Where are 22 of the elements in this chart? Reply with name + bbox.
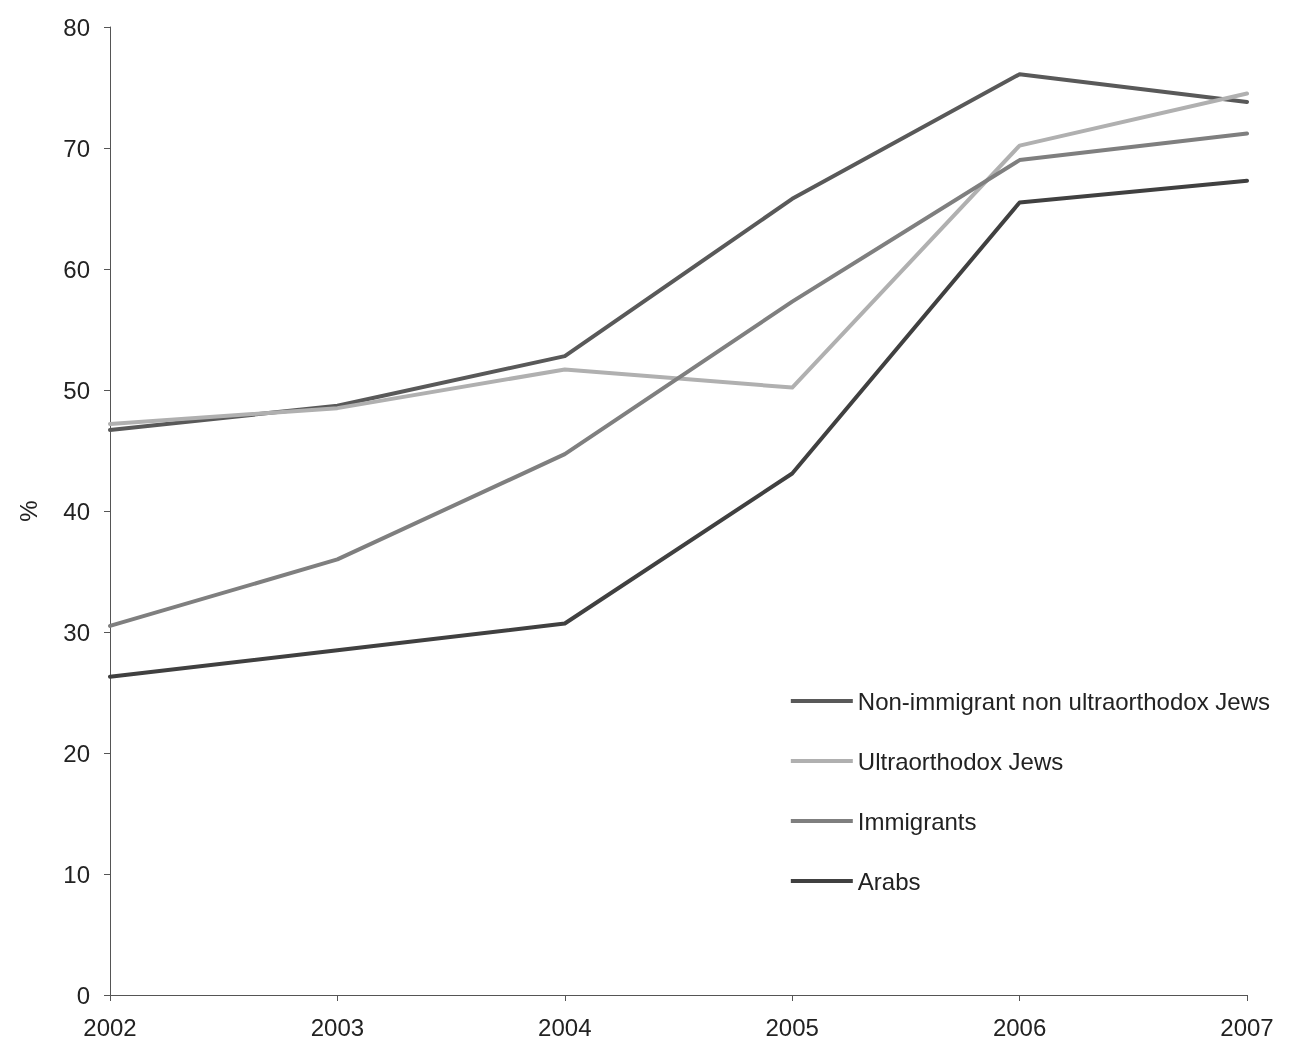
legend-label: Ultraorthodox Jews	[857, 747, 1064, 775]
y-tick-label: 30	[63, 618, 90, 646]
x-tick-label: 2006	[992, 1013, 1047, 1041]
y-tick-label: 70	[63, 134, 90, 162]
line-series	[108, 131, 1249, 628]
y-tick-label: 60	[63, 255, 90, 283]
y-axis-title: %	[14, 500, 42, 522]
legend-label: Arabs	[857, 867, 921, 895]
line-series	[108, 178, 1249, 679]
legend-label: Non-immigrant non ultraorthodox Jews	[857, 687, 1270, 715]
y-tick-label: 20	[63, 739, 90, 767]
y-tick-label: 80	[63, 13, 90, 41]
x-tick-label: 2003	[310, 1013, 365, 1041]
y-tick-label: 40	[63, 497, 90, 525]
y-tick-label: 10	[63, 860, 90, 888]
y-tick-label: 0	[76, 981, 90, 1009]
y-tick-label: 50	[63, 376, 90, 404]
x-tick-label: 2005	[765, 1013, 819, 1041]
legend-label: Immigrants	[857, 807, 977, 835]
x-tick-label: 2002	[83, 1013, 137, 1041]
x-tick-label: 2007	[1220, 1013, 1274, 1041]
x-tick-label: 2004	[538, 1013, 592, 1041]
